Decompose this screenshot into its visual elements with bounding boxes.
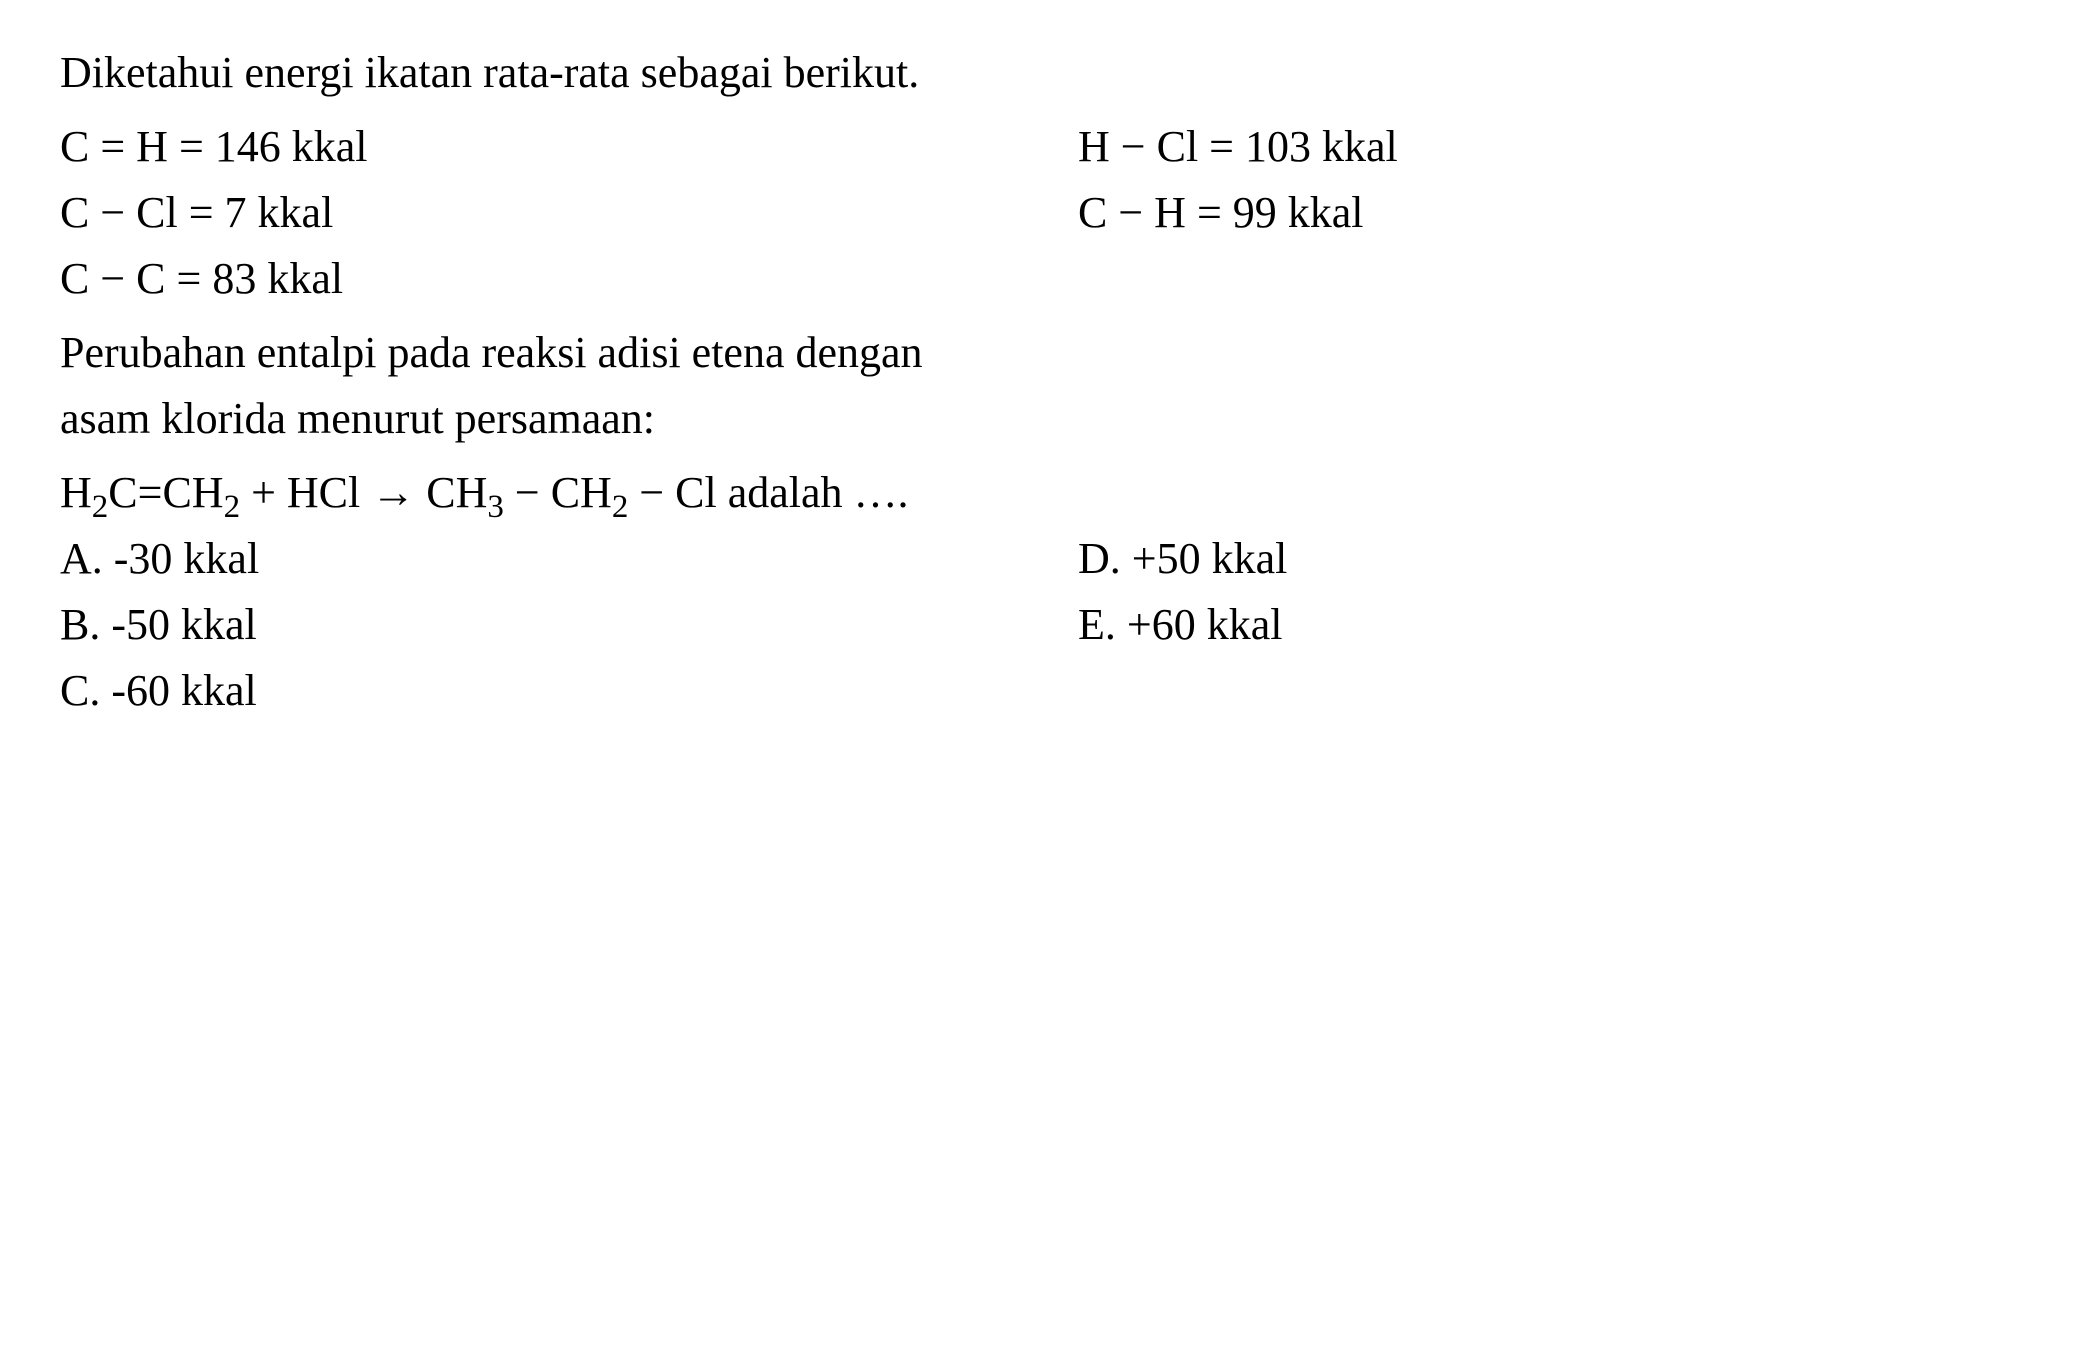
bond-energy-grid: C = H = 146 kkal H − Cl = 103 kkal C − C… (60, 114, 2036, 312)
bond-h-cl: H − Cl = 103 kkal (1078, 114, 2036, 180)
reaction-sub-4: 2 (612, 489, 629, 525)
question-text: Perubahan entalpi pada reaksi adisi eten… (60, 320, 2036, 452)
reaction-part-5: − Cl adalah …. (628, 468, 908, 517)
question-line-2: asam klorida menurut persamaan: (60, 386, 2036, 452)
bond-c-h: C − H = 99 kkal (1078, 180, 2036, 246)
reaction-sub-2: 2 (224, 489, 241, 525)
option-d[interactable]: D. +50 kkal (1078, 526, 2036, 592)
reaction-sub-3: 3 (487, 489, 504, 525)
reaction-part-4: − CH (504, 468, 612, 517)
option-c[interactable]: C. -60 kkal (60, 658, 1018, 724)
reaction-part-2: C=CH (108, 468, 223, 517)
bond-c-cl: C − Cl = 7 kkal (60, 180, 1018, 246)
answer-options: A. -30 kkal D. +50 kkal B. -50 kkal E. +… (60, 526, 2036, 724)
bond-c-double-h: C = H = 146 kkal (60, 114, 1018, 180)
reaction-part-1: H (60, 468, 92, 517)
reaction-part-3: + HCl → CH (240, 468, 487, 517)
intro-text: Diketahui energi ikatan rata-rata sebaga… (60, 40, 2036, 106)
reaction-sub-1: 2 (92, 489, 109, 525)
question-line-1: Perubahan entalpi pada reaksi adisi eten… (60, 320, 2036, 386)
reaction-equation: H2C=CH2 + HCl → CH3 − CH2 − Cl adalah …. (60, 460, 2036, 526)
option-e[interactable]: E. +60 kkal (1078, 592, 2036, 658)
option-a[interactable]: A. -30 kkal (60, 526, 1018, 592)
option-b[interactable]: B. -50 kkal (60, 592, 1018, 658)
bond-c-c: C − C = 83 kkal (60, 246, 1018, 312)
